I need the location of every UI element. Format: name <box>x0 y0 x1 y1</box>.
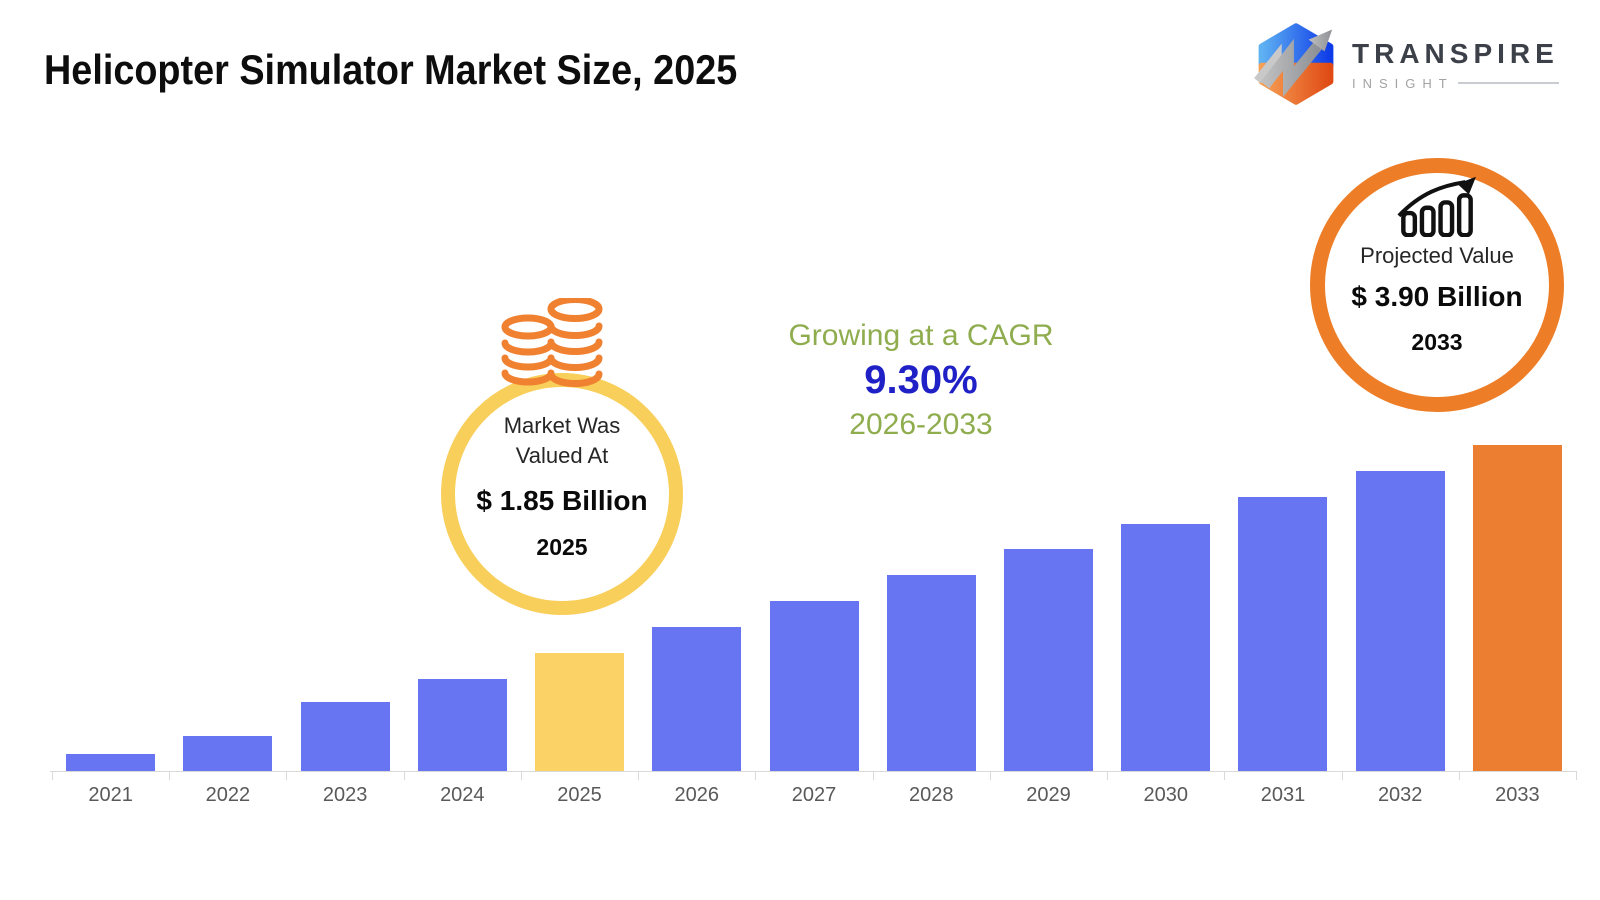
cagr-value: 9.30% <box>864 358 978 402</box>
brand-mark-icon <box>1254 23 1334 105</box>
x-axis-tick <box>169 771 286 780</box>
x-tick-label-2024: 2024 <box>440 784 485 806</box>
valued-line2: Valued At <box>515 443 609 468</box>
projected-circle: Projected Value $ 3.90 Billion 2033 <box>1310 158 1564 412</box>
brand-tagline: INSIGHT <box>1352 75 1454 91</box>
x-axis-tick <box>1107 771 1224 780</box>
x-axis-labels: 2021 2022 2023 2024 2025 2026 2027 2028 2029 2030… <box>52 784 1576 807</box>
x-tick-label-2030: 2030 <box>1143 784 1188 806</box>
x-axis-line <box>50 771 1577 772</box>
cagr-caption: Growing at a CAGR <box>788 319 1054 352</box>
brand-text: TRANSPIRE INSIGHT <box>1352 38 1559 91</box>
brand-name: TRANSPIRE <box>1352 37 1559 69</box>
bar-2021 <box>66 754 156 771</box>
x-tick-label-2026: 2026 <box>674 784 720 806</box>
x-tick-label-2029: 2029 <box>1026 784 1071 806</box>
brand-logo: TRANSPIRE INSIGHT <box>1252 22 1559 106</box>
bar-2029 <box>1003 549 1093 771</box>
bar-2027 <box>769 601 859 771</box>
bar-2032 <box>1355 471 1445 771</box>
x-axis-tick <box>1224 771 1341 780</box>
x-axis-ticks <box>52 771 1577 780</box>
x-axis-tick <box>989 771 1107 780</box>
x-tick-label-2032: 2032 <box>1377 784 1423 806</box>
cagr-note: Growing at a CAGR 9.30% 2026-2033 <box>751 316 1091 446</box>
projected-line1: Projected Value <box>1360 243 1514 268</box>
x-tick-label-2022: 2022 <box>205 784 251 806</box>
x-axis-tick <box>638 771 755 780</box>
x-axis-tick <box>52 771 169 780</box>
growth-chart-icon <box>1397 176 1476 238</box>
x-tick-label-2021: 2021 <box>88 784 133 806</box>
valued-line1: Market Was <box>503 413 621 438</box>
bar-2033 <box>1472 445 1562 771</box>
x-tick-label-2027: 2027 <box>791 784 837 806</box>
x-tick-label-2025: 2025 <box>557 784 602 806</box>
x-tick-label-2028: 2028 <box>909 784 954 806</box>
bar-2025 <box>535 653 625 771</box>
bar-2030 <box>1121 524 1211 771</box>
bar-2022 <box>183 736 273 771</box>
x-axis-tick <box>872 771 990 780</box>
page-title: Helicopter Simulator Market Size, 2025 <box>44 46 738 93</box>
brand-tagline-rule <box>1457 82 1559 84</box>
valued-year: 2025 <box>536 534 588 560</box>
bar-series <box>52 441 1576 771</box>
x-tick-label-2023: 2023 <box>322 784 368 806</box>
valued-amount: $ 1.85 Billion <box>476 485 648 516</box>
x-tick-label-2033: 2033 <box>1495 784 1540 806</box>
bar-2024 <box>417 679 507 771</box>
x-axis-tick <box>1341 771 1459 780</box>
x-axis-tick <box>403 771 521 780</box>
coins-icon <box>501 298 603 387</box>
bar-2031 <box>1238 497 1328 771</box>
x-axis-tick <box>286 771 403 780</box>
bar-2028 <box>886 575 976 771</box>
projected-year: 2033 <box>1411 329 1463 355</box>
x-axis-tick <box>755 771 872 780</box>
cagr-range: 2026-2033 <box>849 408 993 441</box>
bar-2023 <box>300 702 390 771</box>
projected-amount: $ 3.90 Billion <box>1351 281 1523 312</box>
x-axis-tick <box>520 771 638 780</box>
x-axis-tick <box>1458 771 1576 780</box>
x-tick-label-2031: 2031 <box>1260 784 1306 806</box>
bar-2026 <box>652 627 742 771</box>
